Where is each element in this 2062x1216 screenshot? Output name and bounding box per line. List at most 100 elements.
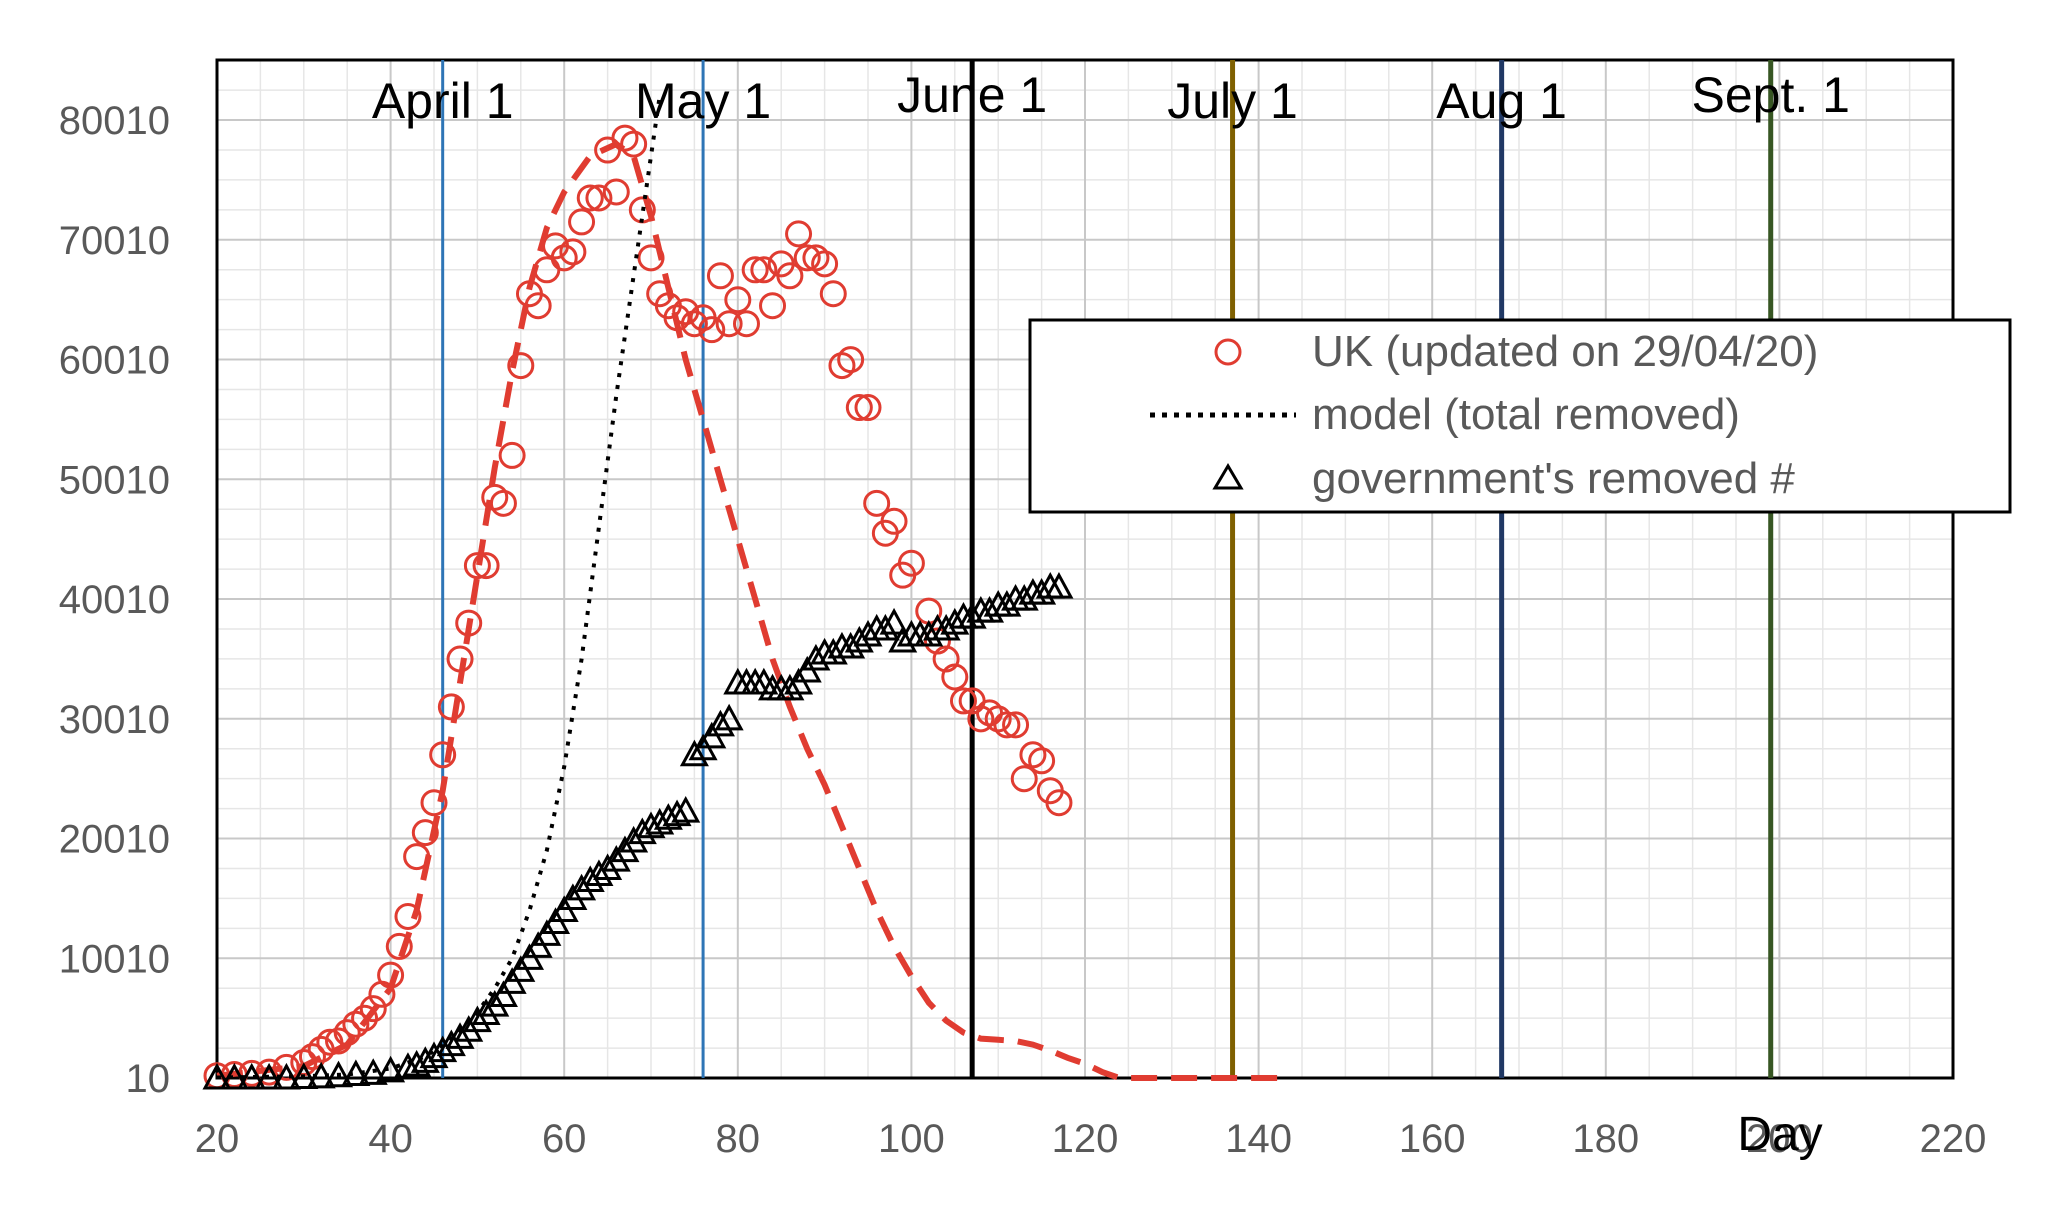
uk-data-point: [750, 256, 778, 284]
government-removed-point: [1044, 572, 1074, 599]
government-removed-point: [202, 1062, 232, 1090]
x-tick-label: 160: [1399, 1117, 1466, 1161]
x-axis-label: Day: [1737, 1108, 1822, 1161]
government-removed-point: [775, 673, 805, 701]
uk-data-point: [819, 280, 847, 308]
uk-data-point: [732, 310, 760, 338]
government-removed-point: [705, 709, 735, 737]
uk-data-point: [385, 932, 413, 960]
x-tick-label: 220: [1920, 1117, 1987, 1161]
government-removed-point: [237, 1062, 267, 1090]
government-removed-point: [358, 1058, 388, 1085]
legend: UK (updated on 29/04/20) model (total re…: [1028, 318, 2012, 514]
government-removed-point: [445, 1022, 475, 1049]
legend-label-model: model (total removed): [1312, 390, 1740, 439]
uk-data-point: [359, 995, 387, 1023]
month-lines: April 1 May 1 June 1 July 1 Aug 1 Sept. 1: [372, 60, 1850, 1078]
uk-data-point: [298, 1043, 326, 1071]
month-marker-label: July 1: [1167, 73, 1298, 129]
x-tick-label: 120: [1052, 1117, 1119, 1161]
y-tick-label: 10: [126, 1057, 171, 1101]
month-marker-label: Aug 1: [1436, 73, 1567, 129]
uk-data-point: [498, 441, 526, 469]
legend-label-government: government's removed #: [1312, 454, 1795, 503]
government-removed-point: [584, 859, 614, 887]
month-marker-label: June 1: [897, 67, 1047, 123]
uk-data-point: [863, 489, 891, 517]
y-tick-label: 80010: [59, 99, 170, 143]
uk-data-point: [706, 262, 734, 290]
uk-data-point: [949, 687, 977, 715]
uk-data-point: [724, 286, 752, 314]
uk-data-point: [568, 208, 596, 236]
uk-data-point: [715, 310, 743, 338]
government-removed-point: [471, 998, 501, 1025]
month-marker-label: May 1: [635, 73, 771, 129]
government-removed-point: [957, 601, 987, 629]
government-removed-point: [289, 1062, 319, 1090]
uk-data-point: [741, 256, 769, 284]
x-tick-label: 80: [716, 1117, 761, 1161]
government-removed-point: [801, 643, 831, 671]
uk-data-point: [472, 552, 500, 580]
legend-marker-triangle: [1212, 463, 1244, 490]
government-removed-point: [488, 980, 518, 1007]
uk-data-point: [880, 507, 908, 535]
government-removed-point: [323, 1060, 354, 1088]
month-marker-label: April 1: [372, 73, 514, 129]
uk-data-point: [429, 741, 457, 769]
government-removed-point: [619, 825, 649, 853]
uk-data-point: [1010, 765, 1038, 793]
uk-data-point: [585, 184, 613, 212]
uk-data-point: [1002, 711, 1030, 739]
uk-data-point: [993, 711, 1021, 739]
government-removed-point: [341, 1059, 371, 1087]
government-removed-point: [462, 1005, 492, 1033]
government-removed-point: [818, 637, 848, 665]
government-removed-point: [940, 607, 970, 635]
uk-data-point: [620, 130, 648, 158]
y-tick-label: 10010: [59, 937, 170, 981]
government-removed-point: [593, 853, 623, 881]
government-removed-point: [219, 1062, 249, 1090]
legend-marker-circle: [1214, 338, 1242, 366]
government-removed-point: [671, 795, 701, 823]
government-removed-point: [679, 739, 709, 767]
uk-data-point: [411, 819, 439, 847]
uk-data-point: [845, 394, 873, 422]
x-tick-label: 100: [878, 1117, 945, 1161]
government-removed-point: [714, 703, 744, 731]
government-removed-point: [254, 1062, 284, 1090]
government-removed-point: [992, 589, 1022, 617]
uk-data-point: [837, 346, 865, 374]
uk-data-point: [559, 238, 587, 266]
uk-data-point: [854, 394, 882, 422]
government-removed-point: [879, 607, 909, 635]
uk-data-point: [394, 902, 422, 930]
y-tick-label: 60010: [59, 339, 170, 383]
model-dashed-line: [216, 140, 1285, 1081]
government-removed-point: [1009, 583, 1039, 611]
government-removed-point: [436, 1029, 466, 1057]
government-removed-point: [853, 619, 883, 647]
y-tick-label: 50010: [59, 458, 170, 502]
uk-data-point: [941, 663, 969, 691]
uk-data-point: [463, 552, 491, 580]
x-tick-label: 60: [542, 1117, 587, 1161]
uk-data-point: [759, 292, 787, 320]
y-tick-label: 70010: [59, 219, 170, 263]
uk-data-point: [793, 244, 821, 272]
uk-data-point: [576, 184, 604, 212]
government-removed-point: [306, 1061, 336, 1089]
uk-data-point: [785, 220, 813, 248]
government-removed-point: [870, 613, 900, 641]
model-total-removed-line: [216, 95, 662, 1080]
legend-box: [1028, 318, 2012, 514]
y-axis-ticks: 10 10010 20010 30010 40010 50010 60010 70010 800…: [59, 99, 170, 1101]
legend-label-uk: UK (updated on 29/04/20): [1312, 327, 1818, 376]
uk-data-point: [602, 178, 630, 206]
series-layer: [202, 95, 1285, 1090]
government-removed-point: [888, 625, 918, 653]
government-removed-point: [662, 799, 692, 827]
